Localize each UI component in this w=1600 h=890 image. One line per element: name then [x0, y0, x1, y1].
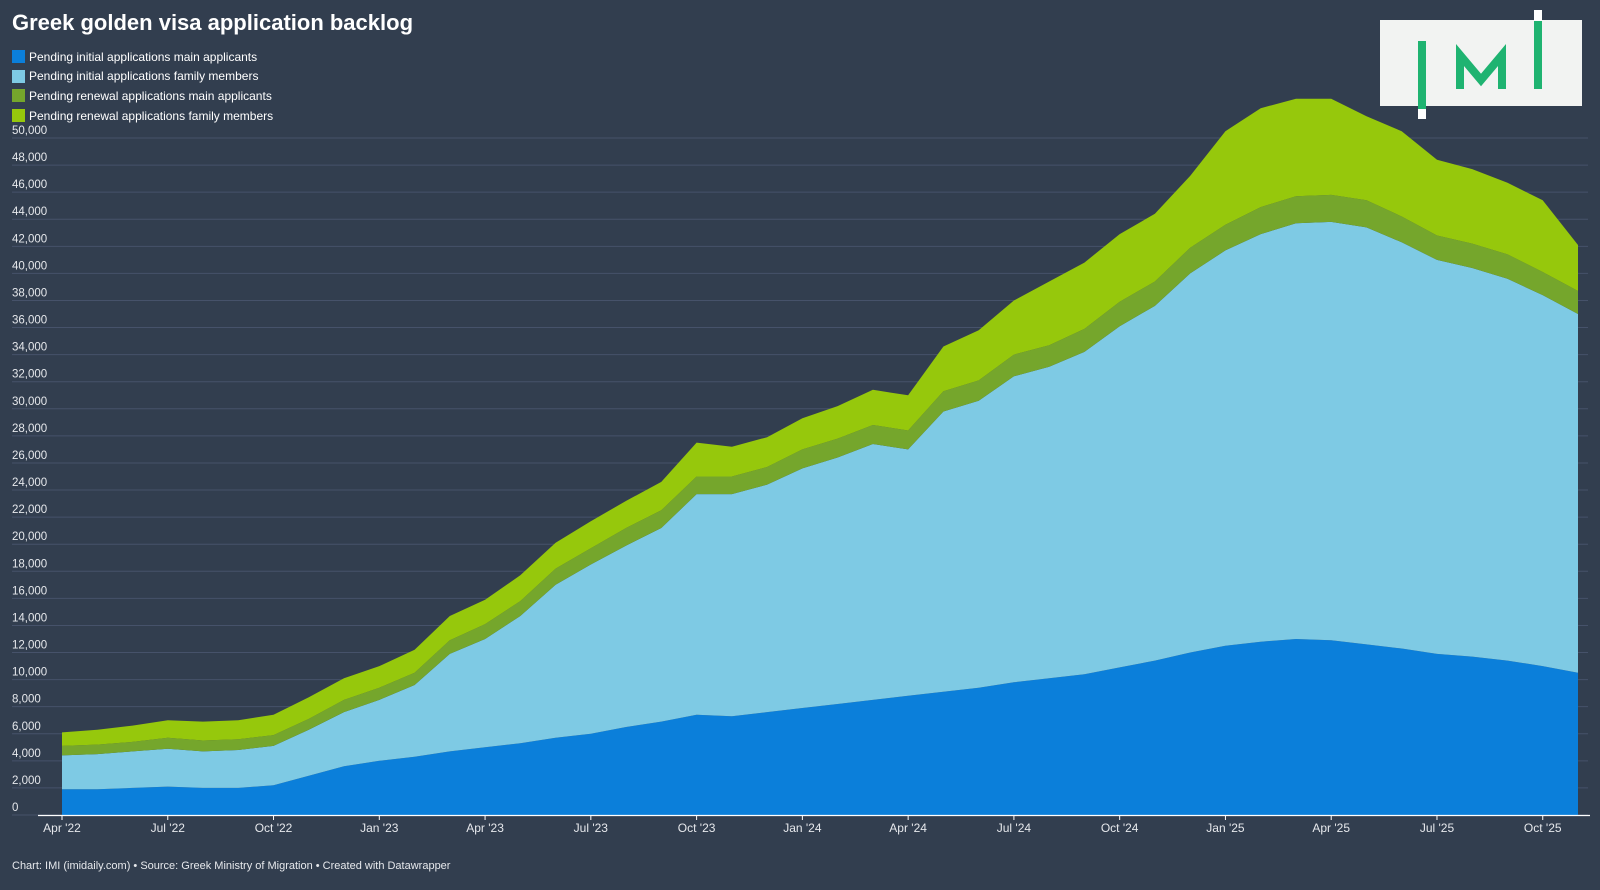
y-tick-label: 16,000 — [12, 585, 47, 597]
legend-label: Pending renewal applications main applic… — [29, 88, 272, 103]
y-tick-label: 40,000 — [12, 260, 47, 272]
chart-footer: Chart: IMI (imidaily.com) • Source: Gree… — [12, 860, 451, 872]
legend-item[interactable]: Pending renewal applications family memb… — [12, 106, 273, 126]
y-tick-label: 14,000 — [12, 612, 47, 624]
x-tick-label: Apr '22 — [43, 821, 81, 835]
x-tick-label: Apr '23 — [466, 821, 504, 835]
y-tick-label: 0 — [12, 802, 18, 814]
y-tick-label: 48,000 — [12, 152, 47, 164]
chart-legend: Pending initial applications main applic… — [12, 47, 273, 125]
y-tick-label: 10,000 — [12, 667, 47, 679]
x-tick-label: Oct '22 — [255, 821, 293, 835]
x-tick-label: Jul '23 — [574, 821, 609, 835]
x-tick-label: Jan '25 — [1206, 821, 1245, 835]
y-tick-label: 24,000 — [12, 477, 47, 489]
y-tick-label: 22,000 — [12, 504, 47, 516]
x-tick-label: Jan '23 — [360, 821, 399, 835]
stacked-areas — [62, 98, 1578, 815]
y-tick-label: 38,000 — [12, 287, 47, 299]
legend-label: Pending initial applications family memb… — [29, 69, 259, 84]
legend-label: Pending initial applications main applic… — [29, 49, 258, 64]
x-tick-label: Oct '24 — [1101, 821, 1139, 835]
y-tick-label: 26,000 — [12, 450, 47, 462]
y-tick-label: 18,000 — [12, 558, 47, 570]
y-tick-label: 4,000 — [12, 748, 41, 760]
x-tick-label: Jul '25 — [1420, 821, 1455, 835]
y-tick-label: 2,000 — [12, 775, 41, 787]
y-tick-label: 6,000 — [12, 721, 41, 733]
x-tick-label: Oct '25 — [1524, 821, 1562, 835]
y-tick-label: 32,000 — [12, 369, 47, 381]
y-tick-label: 8,000 — [12, 694, 41, 706]
legend-swatch — [12, 50, 25, 64]
area-series[interactable] — [62, 98, 1578, 746]
area-series[interactable] — [62, 221, 1578, 790]
legend-swatch — [12, 69, 25, 83]
y-tick-label: 36,000 — [12, 315, 47, 327]
x-tick-label: Apr '25 — [1312, 821, 1350, 835]
x-tick-label: Jul '24 — [997, 821, 1032, 835]
y-tick-label: 30,000 — [12, 396, 47, 408]
y-tick-label: 28,000 — [12, 423, 47, 435]
x-tick-label: Jul '22 — [151, 821, 186, 835]
axes: Apr '22 Jul '22 Oct '22 Jan '23 Apr '23 Jul '… — [38, 814, 1590, 835]
legend-label: Pending renewal applications family memb… — [29, 108, 274, 123]
area-series[interactable] — [62, 194, 1578, 756]
x-tick-label: Apr '24 — [889, 821, 927, 835]
legend-item[interactable]: Pending renewal applications main applic… — [12, 86, 273, 106]
legend-item[interactable]: Pending initial applications family memb… — [12, 67, 273, 87]
y-tick-label: 20,000 — [12, 531, 47, 543]
legend-item[interactable]: Pending initial applications main applic… — [12, 47, 273, 67]
legend-swatch — [12, 109, 25, 123]
y-tick-label: 34,000 — [12, 342, 47, 354]
imi-logo-mark — [1418, 10, 1542, 119]
y-tick-label: 42,000 — [12, 233, 47, 245]
y-tick-label: 50,000 — [12, 125, 47, 137]
area-series[interactable] — [62, 639, 1578, 815]
y-tick-label: 12,000 — [12, 640, 47, 652]
y-tick-label: 46,000 — [12, 179, 47, 191]
y-tick-label: 44,000 — [12, 206, 47, 218]
chart-title: Greek golden visa application backlog — [12, 10, 414, 35]
x-tick-label: Oct '23 — [678, 821, 716, 835]
legend-swatch — [12, 89, 25, 103]
imi-logo — [1380, 10, 1582, 119]
x-tick-label: Jan '24 — [783, 821, 822, 835]
